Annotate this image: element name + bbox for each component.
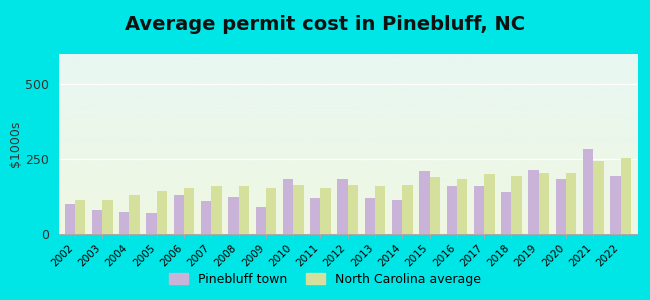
- Bar: [320, 188, 331, 234]
- Bar: [64, 204, 75, 234]
- Bar: [610, 176, 621, 234]
- Bar: [102, 200, 112, 234]
- Bar: [474, 186, 484, 234]
- Bar: [211, 186, 222, 234]
- Bar: [228, 196, 239, 234]
- Bar: [501, 192, 512, 234]
- Legend: Pinebluff town, North Carolina average: Pinebluff town, North Carolina average: [164, 268, 486, 291]
- Bar: [528, 169, 539, 234]
- Bar: [184, 188, 194, 234]
- Bar: [348, 184, 358, 234]
- Bar: [556, 178, 566, 234]
- Bar: [174, 195, 184, 234]
- Bar: [484, 174, 495, 234]
- Bar: [392, 200, 402, 234]
- Bar: [375, 186, 385, 234]
- Bar: [283, 178, 293, 234]
- Bar: [402, 184, 413, 234]
- Bar: [430, 177, 440, 234]
- Bar: [255, 207, 266, 234]
- Bar: [419, 171, 430, 234]
- Bar: [92, 210, 102, 234]
- Bar: [512, 176, 522, 234]
- Bar: [239, 186, 249, 234]
- Bar: [266, 188, 276, 234]
- Bar: [119, 212, 129, 234]
- Bar: [310, 198, 320, 234]
- Bar: [75, 200, 85, 234]
- Bar: [593, 160, 604, 234]
- Bar: [337, 178, 348, 234]
- Bar: [157, 190, 167, 234]
- Y-axis label: $1000s: $1000s: [9, 121, 22, 167]
- Bar: [621, 158, 631, 234]
- Bar: [539, 172, 549, 234]
- Bar: [457, 178, 467, 234]
- Bar: [447, 186, 457, 234]
- Text: Average permit cost in Pinebluff, NC: Average permit cost in Pinebluff, NC: [125, 15, 525, 34]
- Bar: [201, 201, 211, 234]
- Bar: [566, 172, 577, 234]
- Bar: [146, 213, 157, 234]
- Bar: [129, 195, 140, 234]
- Bar: [583, 148, 593, 234]
- Bar: [293, 184, 304, 234]
- Bar: [365, 198, 375, 234]
